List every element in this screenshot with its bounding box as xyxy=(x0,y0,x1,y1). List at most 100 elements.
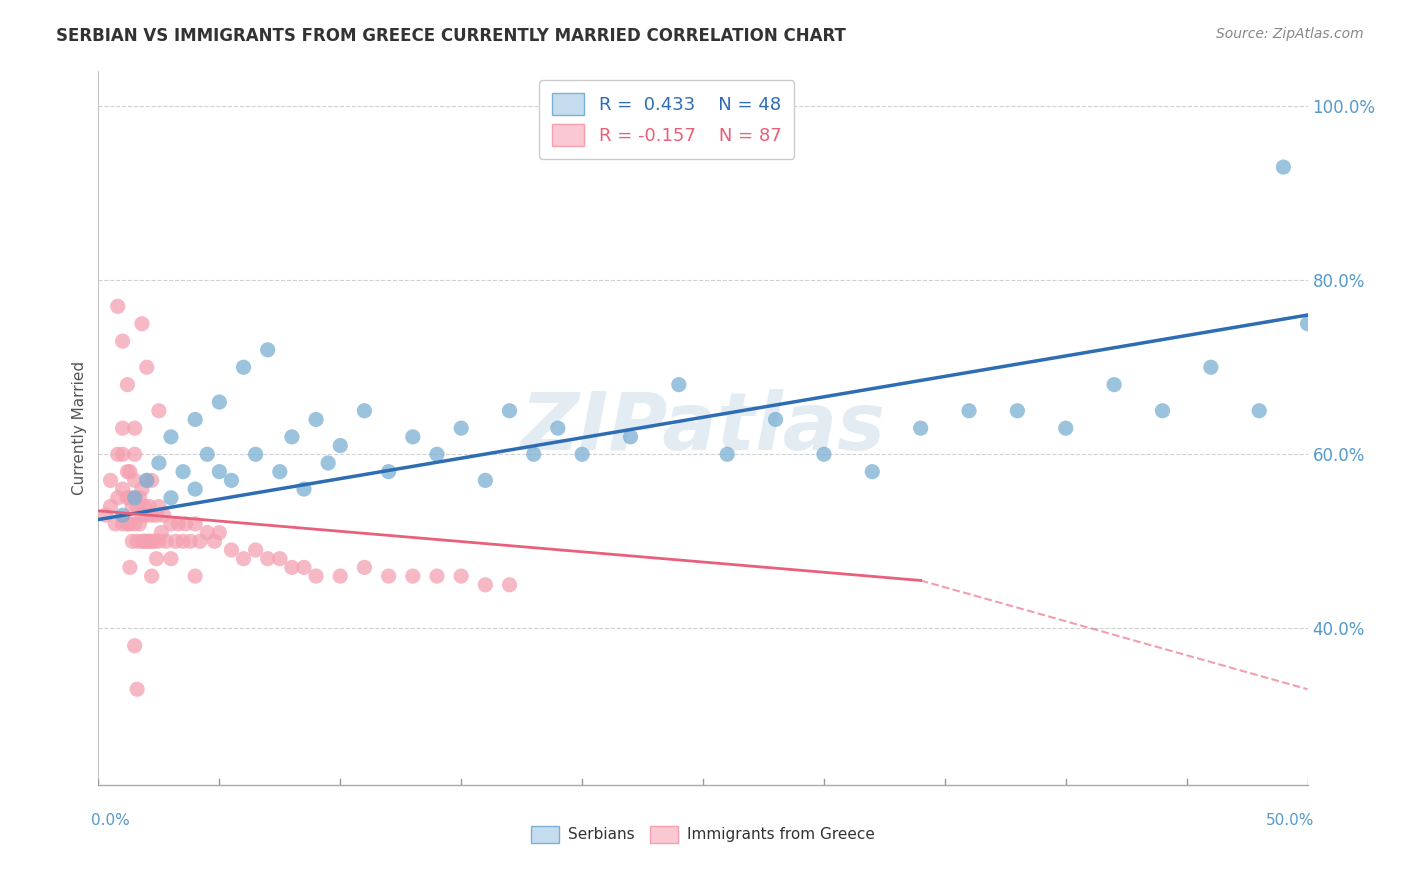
Point xyxy=(160,430,183,444)
Point xyxy=(269,465,291,479)
Point xyxy=(498,403,520,417)
Point xyxy=(221,543,243,558)
Point xyxy=(138,500,160,514)
Point xyxy=(118,465,141,479)
Point xyxy=(100,500,122,514)
Text: 50.0%: 50.0% xyxy=(1267,814,1315,828)
Text: SERBIAN VS IMMIGRANTS FROM GREECE CURRENTLY MARRIED CORRELATION CHART: SERBIAN VS IMMIGRANTS FROM GREECE CURREN… xyxy=(56,27,846,45)
Text: ZIPatlas: ZIPatlas xyxy=(520,389,886,467)
Point xyxy=(107,299,129,313)
Point xyxy=(269,551,291,566)
Point xyxy=(111,508,134,523)
Point xyxy=(245,447,267,461)
Point xyxy=(256,551,278,566)
Point xyxy=(118,491,141,505)
Point xyxy=(716,447,738,461)
Point xyxy=(131,482,153,496)
Point xyxy=(127,500,149,514)
Point xyxy=(353,403,375,417)
Point xyxy=(377,569,399,583)
Point xyxy=(111,334,134,348)
Point xyxy=(148,403,170,417)
Point xyxy=(184,516,207,531)
Point xyxy=(138,534,160,549)
Point xyxy=(765,412,787,426)
Point xyxy=(117,465,139,479)
Point xyxy=(195,525,218,540)
Point xyxy=(118,516,141,531)
Point xyxy=(94,508,117,523)
Point xyxy=(1249,403,1271,417)
Legend: Serbians, Immigrants from Greece: Serbians, Immigrants from Greece xyxy=(526,820,880,848)
Point xyxy=(135,474,157,488)
Point xyxy=(329,439,352,453)
Point xyxy=(131,534,153,549)
Point xyxy=(450,569,472,583)
Point xyxy=(179,534,201,549)
Point xyxy=(121,500,143,514)
Point xyxy=(1199,360,1222,375)
Point xyxy=(111,447,134,461)
Point xyxy=(292,482,315,496)
Point xyxy=(426,569,449,583)
Point xyxy=(498,578,520,592)
Point xyxy=(813,447,835,461)
Point xyxy=(124,421,146,435)
Point xyxy=(1272,160,1295,174)
Point xyxy=(184,412,207,426)
Point xyxy=(131,508,153,523)
Point xyxy=(117,491,139,505)
Point xyxy=(127,534,149,549)
Point xyxy=(148,456,170,470)
Point xyxy=(155,534,177,549)
Point xyxy=(148,500,170,514)
Point xyxy=(134,500,156,514)
Point xyxy=(135,534,157,549)
Point xyxy=(668,377,690,392)
Point xyxy=(160,516,183,531)
Point xyxy=(619,430,641,444)
Point xyxy=(281,430,304,444)
Point xyxy=(281,560,304,574)
Point xyxy=(221,474,243,488)
Point xyxy=(450,421,472,435)
Point xyxy=(402,569,425,583)
Point xyxy=(1054,421,1077,435)
Point xyxy=(124,639,146,653)
Point xyxy=(547,421,569,435)
Point xyxy=(111,482,134,496)
Point xyxy=(305,412,328,426)
Point xyxy=(860,465,883,479)
Point xyxy=(107,447,129,461)
Y-axis label: Currently Married: Currently Married xyxy=(72,361,87,495)
Point xyxy=(174,516,197,531)
Point xyxy=(353,560,375,574)
Point xyxy=(128,491,150,505)
Point xyxy=(124,474,146,488)
Point xyxy=(232,360,254,375)
Point xyxy=(124,491,146,505)
Text: 0.0%: 0.0% xyxy=(91,814,131,828)
Point xyxy=(208,395,231,409)
Point xyxy=(104,516,127,531)
Point xyxy=(292,560,315,574)
Point xyxy=(329,569,352,583)
Point xyxy=(148,534,170,549)
Point xyxy=(131,317,153,331)
Point xyxy=(127,682,149,697)
Point xyxy=(141,508,163,523)
Point xyxy=(111,516,134,531)
Point xyxy=(165,534,187,549)
Point xyxy=(1102,377,1125,392)
Point xyxy=(957,403,980,417)
Point xyxy=(117,377,139,392)
Point xyxy=(204,534,226,549)
Point xyxy=(402,430,425,444)
Point xyxy=(141,569,163,583)
Point xyxy=(111,421,134,435)
Point xyxy=(128,516,150,531)
Point xyxy=(172,465,194,479)
Point xyxy=(160,491,183,505)
Point xyxy=(135,474,157,488)
Point xyxy=(377,465,399,479)
